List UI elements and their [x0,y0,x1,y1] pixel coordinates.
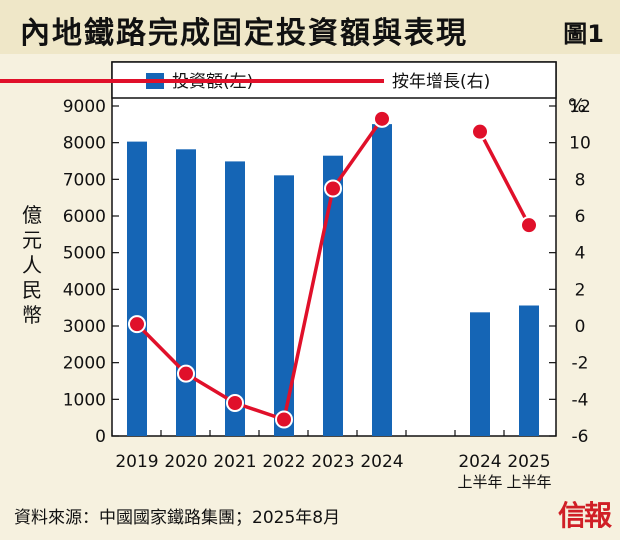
right-axis-unit: % [568,95,586,117]
right-tick-label: 6 [575,207,586,227]
x-tick-label: 2022 [262,452,305,472]
figure-number: 圖1 [563,20,604,48]
growth-point-7 [520,216,538,235]
growth-line-annual [135,117,384,422]
growth-point-2 [226,394,244,412]
growth-point-6 [471,122,489,141]
growth-point-3 [275,410,293,429]
bar-4 [323,155,343,436]
left-axis-ticks: 0 1000 2000 3000 4000 5000 6000 7000 8000 9000 [63,97,119,447]
right-tick-label: 4 [575,244,586,264]
left-tick-label: 8000 [63,134,106,154]
x-tick-label: 2024 [458,452,501,472]
legend: 投資額(左) 按年增長(右) [0,61,557,99]
left-tick-label: 4000 [63,280,106,300]
right-tick-label: 8 [575,170,586,190]
left-tick-label: 9000 [63,97,106,117]
bar-3 [274,175,294,436]
publisher-logo: 信報 [557,499,612,532]
left-tick-label: 6000 [63,207,106,227]
right-tick-label: 12 [569,97,591,117]
x-tick-label: 2024 [360,452,403,472]
bar-7 [519,305,539,436]
bar-0 [127,141,147,436]
x-tick-label: 2021 [213,452,256,472]
bar-1 [176,149,196,436]
x-tick-label: 2023 [311,452,354,472]
x-tick-label: 2019 [115,452,158,472]
bars [127,124,539,437]
left-tick-label: 1000 [63,390,106,410]
x-tick-label: 上半年 [457,473,502,491]
title-bar [0,0,620,54]
bar-6 [470,312,490,436]
right-tick-label: 10 [569,134,591,154]
chart-title: 內地鐵路完成固定投資額與表現 [20,16,468,51]
left-tick-label: 7000 [63,170,106,190]
growth-point-0 [128,315,146,334]
right-tick-label: 0 [575,317,586,337]
growth-line-halfyear [478,130,531,226]
growth-point-4 [324,179,342,198]
y-axis-label: 億元人民幣 [22,203,42,327]
left-tick-label: 0 [95,427,106,447]
growth-line [128,109,538,429]
x-tick-label: 2020 [164,452,207,472]
right-axis-ticks: -6 -4 -2 0 2 4 6 8 10 12 [549,97,591,447]
x-tick-label: 上半年 [506,473,551,491]
right-tick-label: 2 [575,280,586,300]
legend-line-label: 按年增長(右) [392,72,490,92]
growth-point-5 [373,109,391,128]
left-tick-label: 3000 [63,317,106,337]
right-tick-label: -4 [572,390,589,410]
left-tick-label: 2000 [63,354,106,374]
growth-point-1 [177,364,195,383]
source-note: 資料來源：中國國家鐵路集團；2025年8月 [14,508,341,528]
x-tick-label: 2025 [507,452,550,472]
bar-5 [372,124,392,436]
right-tick-label: -6 [572,427,589,447]
right-tick-label: -2 [572,354,589,374]
bar-2 [225,161,245,437]
left-tick-label: 5000 [63,244,106,264]
